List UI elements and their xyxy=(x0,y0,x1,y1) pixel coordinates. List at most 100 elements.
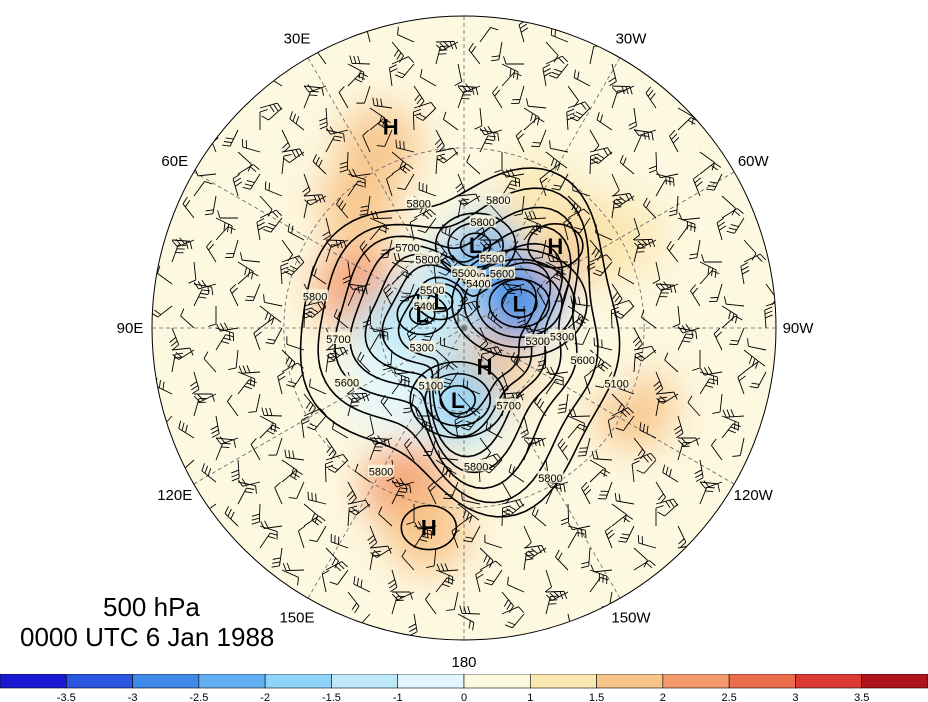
wind-barb xyxy=(281,362,304,373)
wind-barb xyxy=(203,351,217,373)
wind-barb xyxy=(501,591,514,613)
wind-barb xyxy=(378,506,393,527)
wind-barb xyxy=(404,438,415,461)
wind-barb xyxy=(502,168,525,178)
colorbar-swatch xyxy=(596,674,664,689)
wind-barb xyxy=(369,118,391,131)
wind-barb xyxy=(237,379,257,395)
wind-barb xyxy=(443,481,459,500)
wind-barb xyxy=(391,271,413,285)
low-center: L xyxy=(416,302,429,327)
contour-label-bg xyxy=(603,376,630,389)
wind-barb xyxy=(215,334,234,351)
wind-barb xyxy=(574,327,591,345)
longitude-labels: 0 30W 60W 90W 120W 150W 180 150E 120E 90E 60E 30E xyxy=(117,0,815,671)
contour-label: 5700 xyxy=(326,334,350,346)
valid-time-label: 0000 UTC 6 Jan 1988 xyxy=(20,622,275,652)
wind-barb xyxy=(382,349,393,371)
wind-barb xyxy=(393,252,415,263)
wind-barb xyxy=(367,525,378,549)
wind-barb xyxy=(632,217,640,241)
wind-barb xyxy=(534,395,547,417)
wind-barb xyxy=(531,129,547,148)
wind-barb xyxy=(607,416,616,439)
wind-barb xyxy=(370,210,393,220)
wind-barb xyxy=(281,148,304,158)
wind-barb xyxy=(222,129,239,147)
colorbar-swatch xyxy=(132,674,200,689)
wind-barb xyxy=(572,217,591,234)
wind-barb xyxy=(232,173,243,197)
wind-barb xyxy=(699,162,722,175)
wind-barb xyxy=(474,107,483,130)
contour-label: 5600 xyxy=(570,355,594,367)
wind-barb xyxy=(330,533,349,549)
wind-barb xyxy=(419,69,437,87)
wind-barb xyxy=(515,129,525,153)
wind-barb xyxy=(253,327,262,351)
wind-barb xyxy=(307,491,327,505)
wind-barb xyxy=(722,409,745,418)
wind-barb xyxy=(677,437,701,447)
wind-barb xyxy=(653,371,664,395)
colorbar-tick-label: -1.5 xyxy=(322,692,341,702)
wind-barb xyxy=(677,225,697,241)
contour-labels: 5800580057005400550056005400530051005700… xyxy=(302,193,630,485)
contour-label-bg xyxy=(333,375,360,388)
wind-barb xyxy=(501,505,511,527)
wind-barb xyxy=(172,349,195,360)
wind-barb xyxy=(508,464,525,483)
wind-barb xyxy=(303,515,326,527)
longitude-label: 120E xyxy=(157,487,192,504)
wind-barb xyxy=(171,237,195,248)
wind-barb xyxy=(500,371,509,395)
contour-label: 5300 xyxy=(550,332,574,344)
wind-barb xyxy=(169,327,180,351)
wind-barb xyxy=(639,422,657,439)
wind-barb xyxy=(369,225,390,241)
colorbar: -3.5 -3 -2.5 -2 -1.5 -1 0 1 1.5 2 2.5 3 3.5 xyxy=(0,674,928,702)
colorbar-tick-label: -1 xyxy=(393,692,403,702)
wind-barb xyxy=(567,423,588,439)
wind-barb xyxy=(726,217,745,234)
contour-label: 5500 xyxy=(420,285,444,297)
wind-barb xyxy=(479,560,502,571)
longitude-label: 0 xyxy=(460,0,468,3)
wind-barb xyxy=(454,63,463,86)
wind-barb xyxy=(457,613,475,631)
contour-label-bg xyxy=(408,340,435,353)
wind-barb xyxy=(259,109,268,130)
wind-barb xyxy=(525,98,547,109)
wind-barb xyxy=(271,547,283,568)
wind-barb xyxy=(366,415,375,438)
wind-barb xyxy=(391,595,405,615)
wind-barb xyxy=(567,208,590,219)
wind-barb xyxy=(325,244,340,263)
wind-barb xyxy=(193,289,210,307)
map-boundary xyxy=(151,15,777,641)
wind-barb xyxy=(501,63,519,80)
wind-barb xyxy=(544,569,552,593)
wind-barb xyxy=(604,525,615,549)
wind-barb xyxy=(501,283,523,294)
wind-barb xyxy=(215,217,233,234)
wind-barb xyxy=(250,438,261,461)
wind-barb xyxy=(655,283,677,294)
wind-barb xyxy=(391,591,415,601)
wind-barb xyxy=(309,525,327,543)
wind-barb xyxy=(338,86,349,109)
wind-barb xyxy=(413,85,425,108)
wind-barb xyxy=(740,262,750,285)
wind-barb xyxy=(701,254,722,263)
wind-barb xyxy=(305,305,327,318)
wind-barb xyxy=(391,56,415,65)
colorbar-tick-label: -3 xyxy=(128,692,138,702)
wind-barb xyxy=(347,282,371,290)
wind-barb xyxy=(397,173,415,191)
wind-barb xyxy=(589,239,602,261)
wind-barb xyxy=(617,267,635,285)
wind-barb xyxy=(545,487,562,505)
wind-barb xyxy=(303,199,316,219)
wind-barb xyxy=(242,173,261,190)
wind-barb xyxy=(764,306,773,329)
